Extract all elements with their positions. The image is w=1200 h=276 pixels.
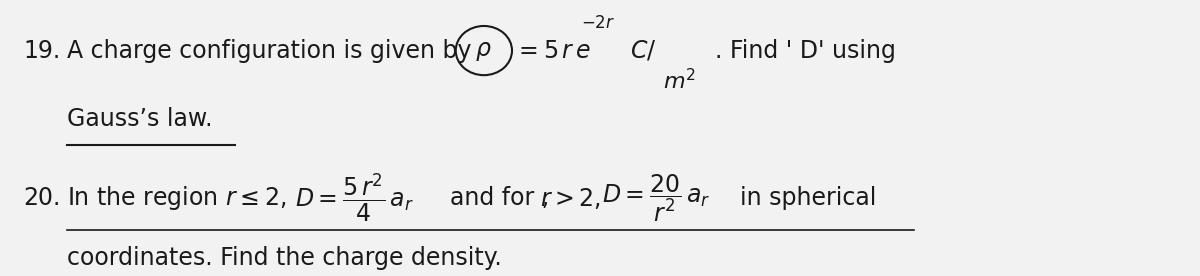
Text: and for ,: and for , <box>450 186 550 210</box>
Text: in spherical: in spherical <box>740 186 876 210</box>
Text: $C/$: $C/$ <box>630 39 656 63</box>
Text: $= 5\,r\,e$: $= 5\,r\,e$ <box>514 39 590 63</box>
Text: $m^2$: $m^2$ <box>664 68 696 93</box>
Text: $r > 2,$: $r > 2,$ <box>540 185 601 211</box>
Text: $D = \dfrac{5\,r^2}{4}\,a_r$: $D = \dfrac{5\,r^2}{4}\,a_r$ <box>295 172 414 224</box>
Text: Gauss’s law.: Gauss’s law. <box>67 107 212 131</box>
Text: $\rho$: $\rho$ <box>475 39 492 63</box>
Text: . Find ' D' using: . Find ' D' using <box>715 39 896 63</box>
Text: A charge configuration is given by: A charge configuration is given by <box>67 39 472 63</box>
Text: $D = \dfrac{20}{r^2}\,a_r$: $D = \dfrac{20}{r^2}\,a_r$ <box>602 172 710 224</box>
Text: 20.: 20. <box>23 186 60 210</box>
Text: 19.: 19. <box>23 39 60 63</box>
Text: coordinates. Find the charge density.: coordinates. Find the charge density. <box>67 246 502 270</box>
Text: In the region $r \leq 2,$: In the region $r \leq 2,$ <box>67 184 287 212</box>
Text: $-2r$: $-2r$ <box>581 14 616 32</box>
